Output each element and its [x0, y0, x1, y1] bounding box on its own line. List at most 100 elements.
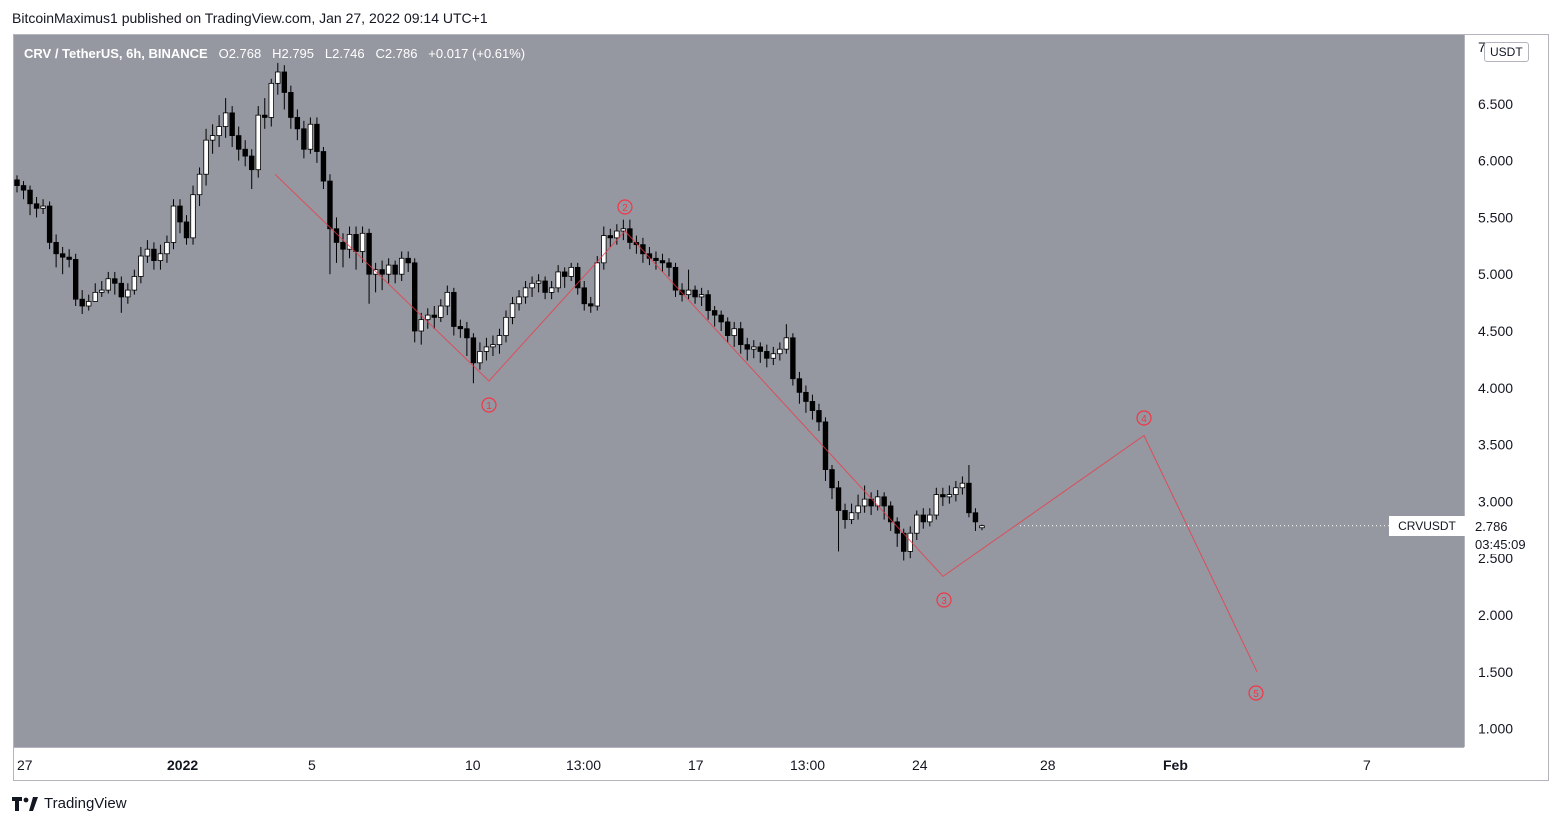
y-tick-label: 3.000	[1478, 493, 1513, 509]
candle-body	[542, 280, 548, 293]
candle-body	[470, 337, 477, 364]
symbol-legend: CRV / TetherUS, 6h, BINANCE O2.768 H2.79…	[24, 46, 525, 61]
candle-body	[112, 278, 118, 284]
symbol-name: CRV / TetherUS, 6h, BINANCE	[24, 46, 208, 61]
y-tick-label: 5.500	[1478, 209, 1513, 225]
x-tick-label: 17	[688, 757, 704, 773]
y-tick-label: 1.000	[1478, 721, 1513, 737]
candle-body	[431, 314, 437, 318]
candle-body	[835, 487, 842, 511]
candle-body	[666, 262, 672, 268]
candle-body	[464, 328, 470, 339]
candle-body	[777, 348, 783, 355]
candle-body	[653, 257, 659, 261]
wave-label-circle	[617, 199, 633, 215]
candle-body	[940, 494, 946, 498]
currency-button[interactable]: USDT	[1484, 42, 1529, 62]
time-scale[interactable]	[14, 747, 1464, 780]
candle-body	[314, 123, 320, 152]
candle-body	[118, 282, 125, 298]
candle-body	[385, 264, 392, 275]
candle-body	[209, 135, 216, 141]
candle-body	[307, 123, 314, 150]
candle-body	[268, 82, 274, 118]
low-value: 2.746	[332, 46, 365, 61]
x-tick-label: 24	[912, 757, 928, 773]
candle-body	[555, 271, 561, 289]
candle-body	[249, 155, 255, 171]
candle-body	[262, 114, 268, 118]
candle-body	[522, 287, 529, 298]
high-value: 2.795	[281, 46, 315, 61]
candle-body	[235, 135, 242, 150]
candle-body	[503, 316, 509, 336]
candle-body	[33, 203, 40, 209]
x-tick-label: 27	[17, 757, 33, 773]
candle-body	[496, 335, 503, 346]
candle-body	[711, 310, 718, 316]
candle-body	[59, 253, 66, 258]
wave-label: 2	[622, 203, 628, 214]
last-price-label: 2.786	[1475, 519, 1508, 534]
candle-body	[744, 344, 750, 350]
candle-body	[483, 346, 490, 352]
candle-body	[659, 260, 666, 264]
candle-body	[816, 410, 822, 423]
price-scale[interactable]	[1464, 35, 1548, 747]
candle-body	[548, 287, 555, 293]
candle-body	[477, 351, 483, 364]
wave-label: 4	[1141, 414, 1147, 425]
candle-body	[946, 494, 953, 498]
candle-body	[412, 262, 418, 332]
candle-body	[170, 205, 177, 243]
candle-body	[425, 314, 431, 321]
candle-body	[933, 494, 940, 516]
x-tick-label: 13:00	[790, 757, 825, 773]
candle-body	[353, 234, 359, 252]
candle-body	[288, 92, 294, 118]
candle-body	[907, 532, 913, 552]
last-price-box	[1465, 516, 1543, 554]
candle-body	[770, 353, 777, 359]
candle-body	[953, 487, 959, 495]
candle-body	[535, 280, 542, 284]
candle-body	[685, 289, 692, 296]
candle-body	[366, 232, 372, 275]
candle-body	[607, 235, 614, 239]
candle-body	[724, 321, 731, 336]
candle-body	[216, 126, 222, 137]
y-tick-label: 2.500	[1478, 550, 1513, 566]
candle-body	[72, 259, 79, 300]
high-label: H	[272, 46, 282, 61]
y-tick-label: 4.500	[1478, 323, 1513, 339]
candle-body	[125, 289, 131, 298]
candle-body	[822, 421, 829, 470]
y-tick-label: 1.500	[1478, 664, 1513, 680]
candle-body	[731, 328, 737, 336]
candle-body	[99, 289, 105, 293]
candle-body	[79, 298, 85, 307]
candle-body	[874, 496, 881, 507]
candle-body	[20, 185, 27, 191]
candle-body	[783, 337, 790, 350]
candle-body	[398, 257, 405, 275]
publisher-line: BitcoinMaximus1 published on TradingView…	[12, 10, 488, 26]
candle-body	[920, 514, 926, 523]
candle-body	[751, 346, 757, 350]
candle-body	[809, 401, 816, 411]
low-label: L	[324, 46, 333, 61]
candle-body	[451, 291, 457, 327]
candle-body	[157, 253, 164, 261]
candle-body	[561, 271, 568, 277]
candle-body	[790, 337, 796, 380]
y-tick-label: 6.500	[1478, 96, 1513, 112]
bar-countdown: 03:45:09	[1475, 537, 1526, 552]
footer-brand[interactable]: TradingView	[12, 795, 127, 812]
candle-body	[275, 71, 281, 84]
candle-body	[529, 282, 535, 289]
x-tick-label: 7	[1363, 757, 1371, 773]
candle-body	[842, 510, 848, 520]
y-tick-label: 5.000	[1478, 266, 1513, 282]
candle-body	[516, 296, 522, 305]
candle-body	[868, 498, 874, 507]
